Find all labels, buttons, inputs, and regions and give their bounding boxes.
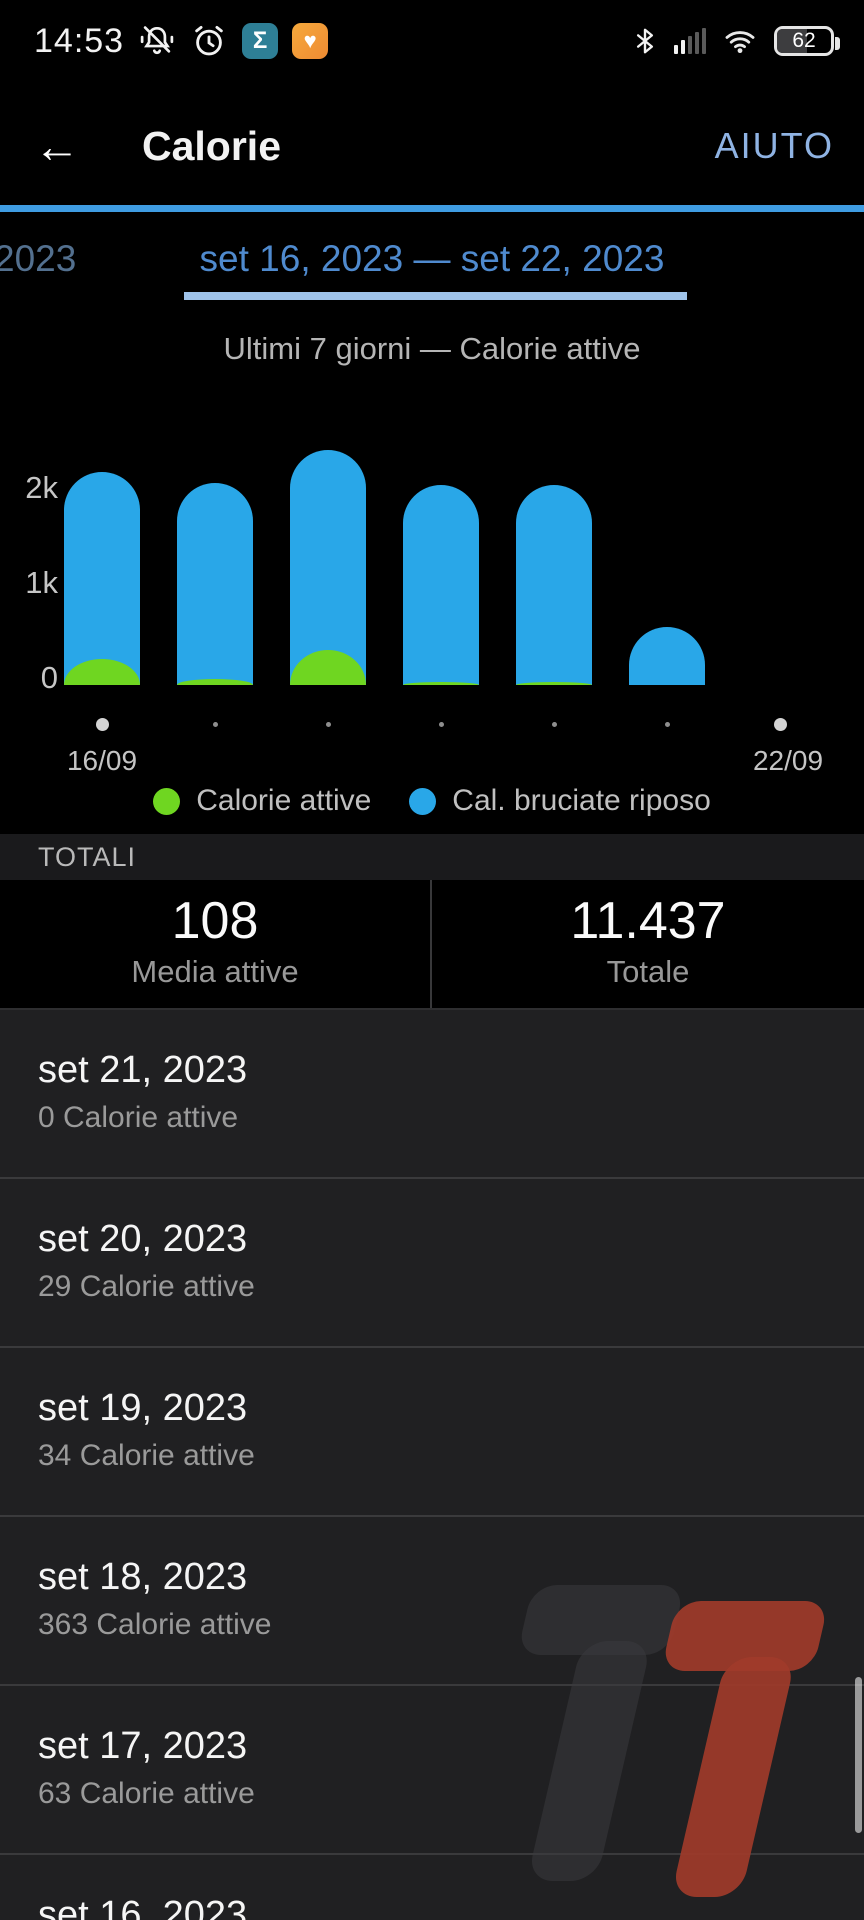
stat-label: Totale [606, 954, 690, 989]
day-list-item[interactable]: set 21, 2023 0 Calorie attive [0, 1010, 864, 1179]
health-app-icon: ♥ [292, 23, 329, 59]
axis-dot-20/09 [551, 722, 557, 727]
bar-active-segment [64, 659, 140, 685]
legend-item: Cal. bruciate riposo [409, 784, 711, 818]
cell-signal-icon [674, 28, 706, 54]
bar-active-segment [290, 650, 366, 685]
help-button[interactable]: AIUTO [714, 125, 834, 166]
chart-legend: Calorie attive Cal. bruciate riposo [0, 784, 864, 818]
day-active-calories: 363 Calorie attive [38, 1608, 272, 1641]
axis-dot-22/09 [773, 718, 787, 731]
stat-label: Media attive [131, 954, 299, 989]
day-active-calories: 29 Calorie attive [38, 1270, 255, 1303]
bar-16/09[interactable] [64, 472, 140, 685]
bar-active-segment [177, 679, 253, 685]
calories-chart: Ultimi 7 giorni — Calorie attive 2k 1k 0… [0, 311, 864, 834]
day-active-calories: 34 Calorie attive [38, 1439, 255, 1472]
y-tick-0: 0 [40, 660, 58, 695]
axis-dot-19/09 [438, 722, 444, 727]
bar-active-segment [516, 682, 592, 685]
day-date: set 20, 2023 [38, 1218, 248, 1260]
tab-indicator [184, 292, 687, 300]
day-list-item[interactable]: set 17, 2023 63 Calorie attive [0, 1686, 864, 1855]
day-list: set 21, 2023 0 Calorie attive set 20, 2023… [0, 1010, 864, 1920]
battery-nub [835, 37, 840, 50]
status-bar-left: 14:53 Σ ♥ [34, 21, 329, 61]
axis-dot-18/09 [325, 722, 331, 727]
y-tick-2k: 2k [25, 470, 58, 505]
accent-divider [0, 205, 864, 212]
totals-stats: 108 Media attive 11.437 Totale [0, 880, 864, 1010]
alarm-clock-icon [195, 25, 223, 56]
stat-value: 11.437 [570, 892, 726, 950]
bar-20/09[interactable] [516, 485, 592, 685]
bar-21/09[interactable] [629, 627, 705, 685]
tab-previous-week[interactable]: 2023 [0, 238, 77, 279]
wifi-icon [725, 31, 755, 54]
bar-17/09[interactable] [177, 483, 253, 685]
stat-value: 108 [171, 892, 259, 950]
axis-dot-21/09 [664, 722, 670, 727]
totals-section-label: TOTALI [38, 841, 137, 872]
axis-dot-16/09 [95, 718, 109, 731]
bar-18/09[interactable] [290, 450, 366, 685]
clock-text: 14:53 [34, 21, 125, 60]
day-date: set 18, 2023 [38, 1556, 248, 1598]
back-button[interactable]: ← [34, 120, 80, 172]
day-date: set 17, 2023 [38, 1725, 248, 1767]
stat-average-active: 108 Media attive [0, 880, 432, 1008]
bluetooth-icon [636, 28, 654, 54]
day-list-item[interactable]: set 19, 2023 34 Calorie attive [0, 1348, 864, 1517]
totals-section-header: TOTALI [0, 834, 864, 880]
day-active-calories: 63 Calorie attive [38, 1777, 255, 1810]
day-date: set 16, 2023 [38, 1894, 248, 1920]
axis-date-label: 22/09 [752, 745, 824, 776]
battery-icon: 62 [774, 26, 840, 56]
sigma-app-icon: Σ [242, 23, 279, 59]
scrollbar-thumb[interactable] [855, 1677, 862, 1833]
chart-title: Ultimi 7 giorni — Calorie attive [223, 331, 641, 366]
battery-percent: 62 [792, 29, 816, 52]
status-bar-right: 62 [630, 24, 840, 58]
battery-fill [777, 29, 808, 53]
legend-color-dot [153, 787, 181, 815]
legend-label: Cal. bruciate riposo [452, 784, 711, 817]
week-range-tabs: 2023 set 16, 2023 — set 22, 2023 [0, 212, 864, 311]
legend-item: Calorie attive [153, 784, 371, 818]
stat-total: 11.437 Totale [432, 880, 864, 1008]
legend-label: Calorie attive [196, 784, 372, 817]
app-bar: ← Calorie AIUTO [0, 90, 864, 202]
day-date: set 19, 2023 [38, 1387, 248, 1429]
day-date: set 21, 2023 [38, 1049, 248, 1091]
bar-19/09[interactable] [403, 485, 479, 685]
axis-date-label: 16/09 [66, 745, 138, 776]
legend-color-dot [409, 787, 437, 815]
day-active-calories: 0 Calorie attive [38, 1101, 239, 1134]
status-bar: 14:53 Σ ♥ [0, 0, 864, 76]
day-list-item[interactable]: set 18, 2023 363 Calorie attive [0, 1517, 864, 1686]
y-tick-1k: 1k [25, 565, 58, 600]
bar-active-segment [403, 682, 479, 685]
day-list-item[interactable]: set 16, 2023 [0, 1855, 864, 1920]
mute-vibrate-icon [140, 26, 174, 55]
page-title: Calorie [142, 122, 281, 169]
axis-dot-17/09 [212, 722, 218, 727]
tab-selected-week[interactable]: set 16, 2023 — set 22, 2023 [199, 238, 665, 279]
day-list-item[interactable]: set 20, 2023 29 Calorie attive [0, 1179, 864, 1348]
